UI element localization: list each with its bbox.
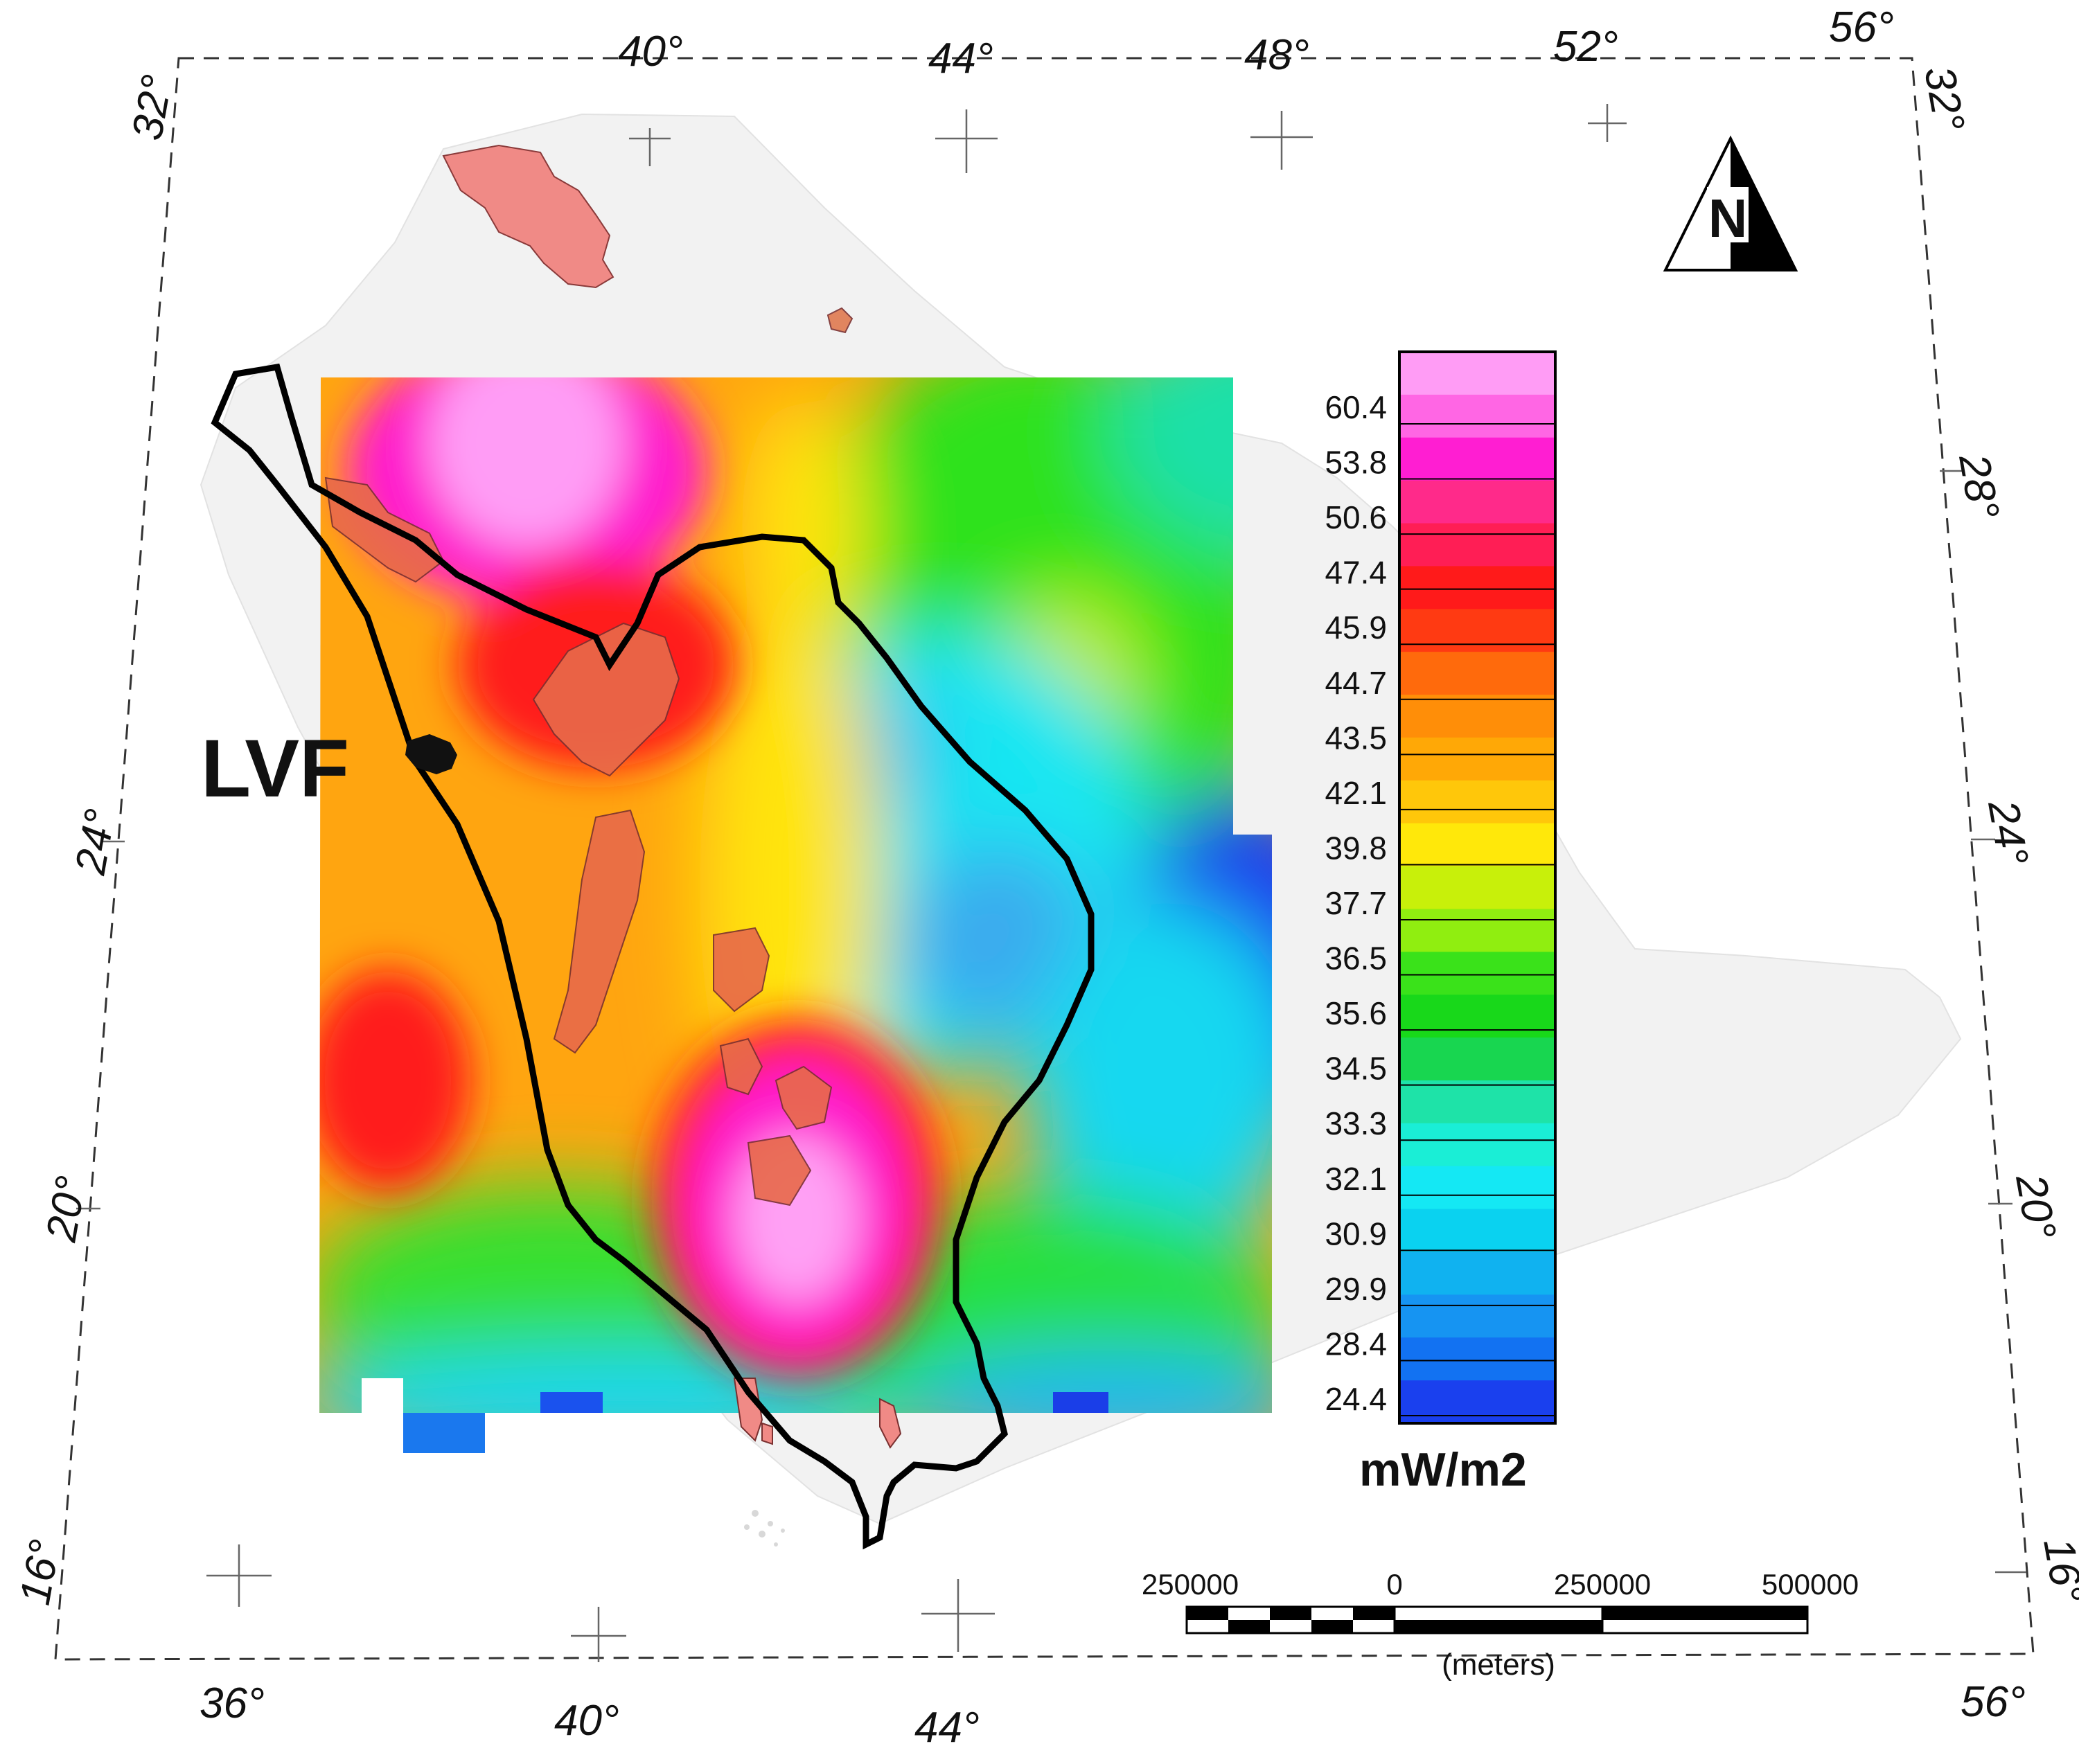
scale-bar: 250000 0 250000 500000 (meters) bbox=[1142, 1568, 1859, 1682]
scale-label-500000: 500000 bbox=[1762, 1568, 1859, 1601]
graticule-crosses bbox=[76, 104, 2026, 1662]
lvf-lava-field bbox=[405, 734, 457, 774]
legend-swatch bbox=[1399, 695, 1555, 738]
legend-value-label: 43.5 bbox=[1325, 720, 1387, 756]
legend-labels: 60.4 53.8 50.6 47.4 45.9 44.7 43.5 42.1 39.8 37.7… bbox=[1325, 389, 1387, 1417]
right-lat-label-16: 16° bbox=[2034, 1534, 2079, 1606]
bottom-lon-label-44: 44° bbox=[914, 1704, 980, 1752]
legend-value-label: 60.4 bbox=[1325, 389, 1387, 425]
volcanic-field-north bbox=[442, 144, 614, 289]
heat-flow-grid bbox=[319, 377, 1272, 1413]
legend-swatch bbox=[1399, 1037, 1555, 1081]
grid-extension bbox=[403, 1413, 485, 1453]
legend-swatch bbox=[1399, 995, 1555, 1038]
legend-swatch bbox=[1399, 909, 1555, 952]
legend-swatch bbox=[1399, 566, 1555, 609]
right-lat-label-20: 20° bbox=[2006, 1170, 2064, 1242]
scale-unit: (meters) bbox=[1442, 1648, 1555, 1682]
legend-value-label: 53.8 bbox=[1325, 445, 1387, 481]
legend-swatch bbox=[1399, 1251, 1555, 1295]
bottom-lon-label-36: 36° bbox=[200, 1680, 265, 1727]
legend-colorbar bbox=[1398, 350, 1557, 1425]
scale-label-250000-left: 250000 bbox=[1142, 1568, 1239, 1601]
legend-swatch bbox=[1399, 1337, 1555, 1381]
legend-swatch bbox=[1399, 1209, 1555, 1252]
legend-value-label: 50.6 bbox=[1325, 499, 1387, 535]
legend-value-label: 39.8 bbox=[1325, 830, 1387, 866]
left-lat-label-20: 20° bbox=[37, 1173, 96, 1245]
legend-value-label: 37.7 bbox=[1325, 885, 1387, 921]
legend-swatch bbox=[1399, 652, 1555, 695]
legend-unit: mW/m2 bbox=[1359, 1443, 1527, 1496]
legend-value-label: 33.3 bbox=[1325, 1105, 1387, 1141]
farasan-islands bbox=[744, 1510, 785, 1547]
legend-swatch bbox=[1399, 523, 1555, 567]
left-lat-label-32: 32° bbox=[123, 71, 182, 143]
top-lon-label-52: 52° bbox=[1553, 23, 1618, 71]
harrat-lava-fields bbox=[324, 307, 853, 1206]
legend-value-label: 34.5 bbox=[1325, 1051, 1387, 1087]
legend-value-label: 28.4 bbox=[1325, 1326, 1387, 1362]
legend-swatch bbox=[1399, 952, 1555, 995]
right-lat-label-24: 24° bbox=[1979, 796, 2037, 868]
top-lon-label-44: 44° bbox=[928, 35, 993, 82]
legend-value-label: 44.7 bbox=[1325, 665, 1387, 701]
right-lat-label-28: 28° bbox=[1949, 449, 2008, 522]
bottom-lon-label-40: 40° bbox=[554, 1697, 619, 1745]
legend-value-label: 47.4 bbox=[1325, 555, 1387, 591]
legend-swatch bbox=[1399, 1080, 1555, 1124]
legend-swatch bbox=[1399, 1294, 1555, 1338]
legend-value-label: 24.4 bbox=[1325, 1381, 1387, 1417]
legend-value-label: 29.9 bbox=[1325, 1271, 1387, 1307]
legend-swatch bbox=[1399, 1166, 1555, 1210]
top-lon-label-40: 40° bbox=[618, 28, 683, 75]
legend-value-label: 36.5 bbox=[1325, 941, 1387, 977]
legend-swatch bbox=[1399, 866, 1555, 909]
bottom-lon-label-56: 56° bbox=[1961, 1678, 2026, 1726]
shield-boundary-outline bbox=[211, 363, 1095, 1550]
north-arrow-icon: N bbox=[1663, 135, 1798, 271]
grid-notch bbox=[362, 1378, 403, 1414]
legend-frame bbox=[1398, 350, 1557, 1425]
lvf-label: LVF bbox=[201, 723, 349, 814]
southern-lava-fields bbox=[733, 1378, 902, 1449]
graticule-frame bbox=[54, 57, 2035, 1661]
legend-swatch bbox=[1399, 780, 1555, 824]
legend-swatch bbox=[1399, 609, 1555, 652]
legend-value-label: 30.9 bbox=[1325, 1215, 1387, 1251]
legend-swatch bbox=[1399, 480, 1555, 524]
scale-label-0: 0 bbox=[1386, 1568, 1402, 1601]
left-lat-label-16: 16° bbox=[11, 1536, 69, 1608]
legend-swatch bbox=[1399, 394, 1555, 438]
legend-swatch bbox=[1399, 1380, 1555, 1424]
legend-value-label: 42.1 bbox=[1325, 775, 1387, 811]
legend-swatch bbox=[1399, 823, 1555, 867]
legend-value-label: 35.6 bbox=[1325, 995, 1387, 1031]
left-lat-label-24: 24° bbox=[67, 805, 125, 878]
legend-swatch bbox=[1399, 352, 1555, 395]
legend-value-label: 45.9 bbox=[1325, 609, 1387, 645]
right-lat-label-32: 32° bbox=[1915, 62, 1973, 134]
legend-value-label: 32.1 bbox=[1325, 1161, 1387, 1197]
top-lon-label-56: 56° bbox=[1829, 3, 1894, 51]
north-arrow-letter: N bbox=[1708, 188, 1747, 249]
legend-swatch bbox=[1399, 737, 1555, 781]
top-lon-label-48: 48° bbox=[1244, 31, 1309, 79]
legend-swatch bbox=[1399, 437, 1555, 481]
legend-swatch bbox=[1399, 1123, 1555, 1167]
scale-label-250000-right: 250000 bbox=[1554, 1568, 1651, 1601]
